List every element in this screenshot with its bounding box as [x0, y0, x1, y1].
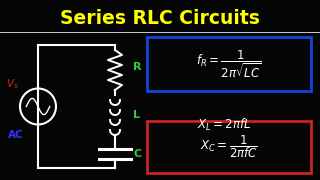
Text: L: L [133, 110, 140, 120]
Text: R: R [133, 62, 141, 73]
Text: $X_C = \dfrac{1}{2\pi f C}$: $X_C = \dfrac{1}{2\pi f C}$ [200, 134, 258, 160]
Text: $f_R = \dfrac{1}{2\pi\sqrt{LC}}$: $f_R = \dfrac{1}{2\pi\sqrt{LC}}$ [196, 48, 262, 80]
Text: C: C [133, 149, 141, 159]
Text: Series RLC Circuits: Series RLC Circuits [60, 8, 260, 28]
Text: $X_L = 2\pi f L$: $X_L = 2\pi f L$ [197, 117, 251, 133]
Text: AC: AC [8, 129, 24, 140]
Text: $V_s$: $V_s$ [6, 78, 18, 91]
